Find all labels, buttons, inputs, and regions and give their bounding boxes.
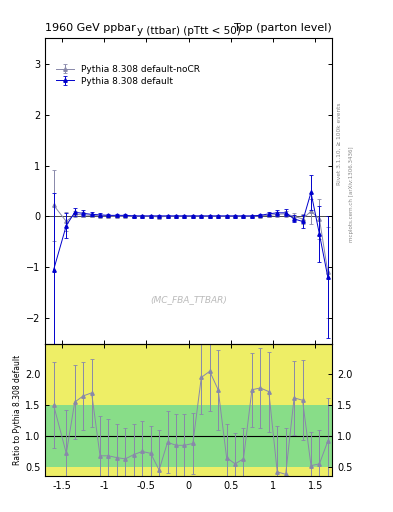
Bar	[324, 356, 332, 405]
Bar	[62, 467, 70, 482]
Bar	[222, 390, 231, 405]
Bar	[45, 344, 332, 476]
Bar	[206, 467, 214, 482]
Bar	[256, 356, 264, 405]
Bar	[290, 467, 298, 512]
Title: y (ttbar) (pTtt < 50): y (ttbar) (pTtt < 50)	[137, 26, 241, 36]
Bar	[264, 467, 273, 512]
Bar	[298, 467, 307, 512]
Bar	[147, 390, 155, 405]
Bar	[163, 390, 172, 405]
Bar	[121, 390, 130, 405]
Bar	[222, 467, 231, 482]
Text: mcplots.cern.ch [arXiv:1306.3436]: mcplots.cern.ch [arXiv:1306.3436]	[349, 147, 354, 242]
Bar	[231, 467, 239, 482]
Bar	[96, 467, 104, 482]
Text: Top (parton level): Top (parton level)	[234, 23, 332, 33]
Bar	[147, 467, 155, 482]
Y-axis label: Ratio to Pythia 8.308 default: Ratio to Pythia 8.308 default	[13, 355, 22, 465]
Legend: Pythia 8.308 default-noCR, Pythia 8.308 default: Pythia 8.308 default-noCR, Pythia 8.308 …	[53, 61, 204, 89]
Bar	[214, 390, 222, 405]
Bar	[239, 390, 248, 405]
Bar	[45, 405, 332, 467]
Bar	[104, 390, 113, 405]
Bar	[45, 467, 62, 512]
Bar	[155, 467, 163, 482]
Bar	[189, 467, 197, 482]
Bar	[197, 390, 206, 405]
Bar	[79, 467, 87, 512]
Bar	[87, 467, 96, 512]
Bar	[256, 467, 264, 512]
Bar	[281, 467, 290, 482]
Bar	[290, 356, 298, 405]
Bar	[96, 390, 104, 405]
Bar	[180, 467, 189, 482]
Bar	[214, 467, 222, 482]
Bar	[113, 467, 121, 482]
Text: (MC_FBA_TTBAR): (MC_FBA_TTBAR)	[150, 295, 227, 304]
Bar	[62, 390, 70, 405]
Text: 1960 GeV ppbar: 1960 GeV ppbar	[45, 23, 136, 33]
Bar	[121, 467, 130, 482]
Bar	[172, 390, 180, 405]
Text: Rivet 3.1.10, ≥ 100k events: Rivet 3.1.10, ≥ 100k events	[337, 102, 342, 185]
Bar	[189, 390, 197, 405]
Bar	[206, 390, 214, 405]
Bar	[155, 390, 163, 405]
Bar	[130, 467, 138, 482]
Bar	[70, 356, 79, 405]
Bar	[113, 390, 121, 405]
Bar	[172, 467, 180, 482]
Bar	[231, 390, 239, 405]
Bar	[248, 356, 256, 405]
Bar	[197, 467, 206, 482]
Bar	[264, 356, 273, 405]
Bar	[79, 356, 87, 405]
Bar	[239, 467, 248, 482]
Bar	[70, 467, 79, 512]
Bar	[307, 390, 315, 405]
Bar	[248, 467, 256, 512]
Bar	[45, 344, 332, 476]
Bar	[307, 467, 315, 482]
Bar	[87, 356, 96, 405]
Bar	[45, 356, 62, 405]
Bar	[324, 467, 332, 512]
Bar	[315, 356, 324, 405]
Bar	[104, 467, 113, 482]
Bar	[138, 467, 147, 482]
Bar	[180, 390, 189, 405]
Bar	[130, 390, 138, 405]
Bar	[138, 390, 147, 405]
Bar	[273, 390, 281, 405]
Bar	[281, 390, 290, 405]
Bar	[315, 467, 324, 512]
Bar	[298, 356, 307, 405]
Bar	[163, 467, 172, 482]
Bar	[273, 467, 281, 482]
